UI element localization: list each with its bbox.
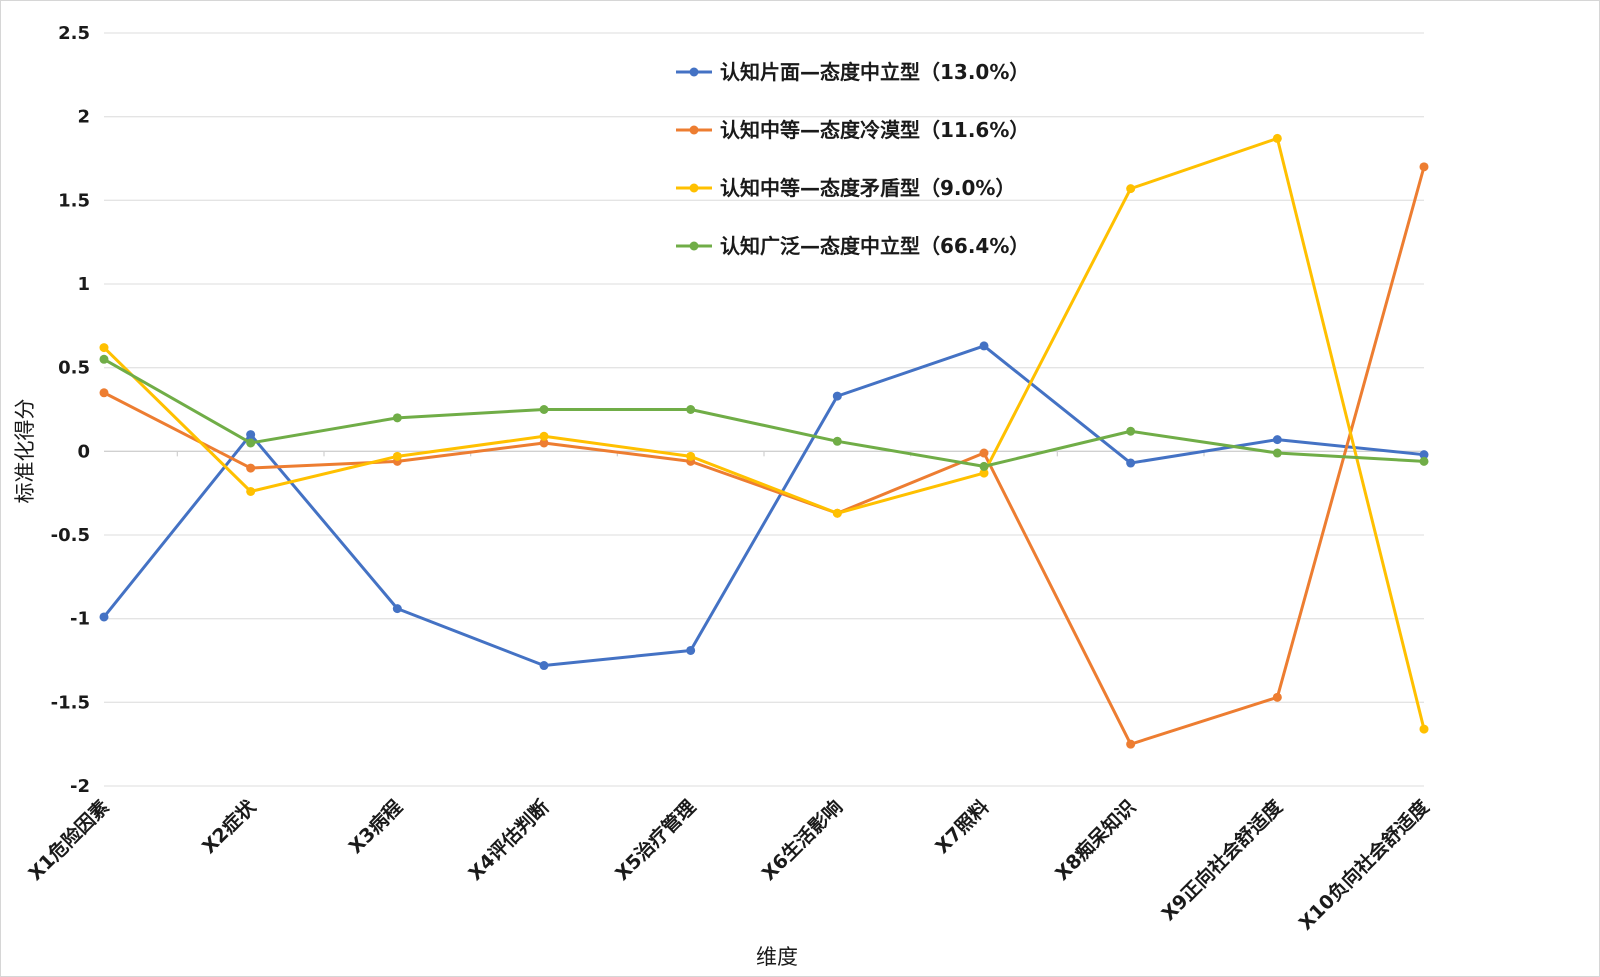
data-point	[686, 451, 696, 461]
legend-swatch-marker	[689, 125, 699, 135]
data-point	[686, 405, 696, 414]
data-point	[99, 388, 109, 398]
grid-lines	[104, 32, 1424, 787]
y-axis-ticks: 2.5 2 1.5 1 0.5 0 -0.5 -1 -1.5 -2	[51, 23, 90, 797]
data-point	[979, 448, 989, 458]
y-tick-label: 0	[77, 441, 90, 462]
data-point	[1272, 435, 1282, 445]
data-point	[1126, 426, 1136, 436]
y-tick-label: -1	[70, 609, 90, 630]
x-tick-label: X6生活影响	[757, 795, 847, 885]
y-tick-label: 1	[77, 274, 90, 295]
series-line	[102, 136, 1426, 731]
data-point	[392, 451, 402, 461]
x-axis-title: 维度	[756, 945, 798, 969]
series-4	[99, 354, 1429, 471]
y-tick-label: 1.5	[58, 190, 90, 211]
legend-label: 认知广泛—态度中立型（66.4%）	[720, 234, 1029, 258]
x-axis-ticks: X1危险因素 X2症状 X3病程 X4评估判断 X5治疗管理 X6生活影响 X7照料 X8痴呆…	[24, 795, 1434, 935]
data-point	[1126, 739, 1136, 749]
data-point	[246, 486, 256, 496]
legend-label: 认知中等—态度矛盾型（9.0%）	[720, 176, 1015, 200]
series-line	[102, 357, 1426, 468]
data-point	[1126, 458, 1136, 468]
legend-item: 认知片面—态度中立型（13.0%）	[676, 60, 1029, 84]
legend-item: 认知广泛—态度中立型（66.4%）	[676, 234, 1029, 258]
data-point	[686, 645, 696, 655]
data-point	[1272, 448, 1282, 458]
legend-swatch-marker	[689, 183, 699, 193]
series-3	[99, 133, 1429, 734]
data-point	[832, 436, 842, 446]
legend-item: 认知中等—态度冷漠型（11.6%）	[676, 118, 1029, 142]
series-line	[102, 165, 1426, 746]
data-point	[539, 438, 549, 448]
data-point	[246, 463, 256, 473]
y-tick-label: 2.5	[58, 23, 90, 44]
data-point	[539, 661, 549, 671]
data-point	[979, 468, 989, 478]
data-point	[246, 438, 256, 448]
data-point	[539, 431, 549, 441]
data-point	[539, 405, 549, 414]
y-tick-label: 2	[77, 107, 90, 128]
data-point	[1419, 456, 1429, 466]
x-tick-label: X4评估判断	[464, 795, 554, 885]
y-tick-label: -1.5	[51, 692, 90, 713]
x-tick-label: X9正向社会舒适度	[1157, 795, 1288, 926]
legend-swatch-marker	[689, 67, 699, 77]
y-tick-label: -2	[70, 776, 90, 797]
y-tick-label: -0.5	[51, 525, 90, 546]
data-point	[979, 341, 989, 351]
x-tick-label: X1危险因素	[24, 795, 114, 885]
data-point	[832, 391, 842, 401]
legend-label: 认知中等—态度冷漠型（11.6%）	[720, 118, 1029, 142]
y-axis-title: 标准化得分	[13, 399, 37, 504]
series-line	[102, 344, 1426, 668]
data-point	[99, 612, 109, 622]
x-tick-label: X5治疗管理	[610, 795, 700, 885]
data-point	[246, 430, 256, 440]
x-tick-label: X2症状	[197, 795, 261, 859]
x-tick-label: X8痴呆知识	[1050, 795, 1140, 885]
legend-item: 认知中等—态度矛盾型（9.0%）	[676, 176, 1015, 200]
legend-swatch-marker	[689, 241, 699, 251]
data-point	[1419, 450, 1429, 460]
data-point	[1272, 692, 1282, 702]
series-1	[99, 341, 1429, 671]
data-point	[99, 343, 109, 353]
data-point	[392, 413, 402, 423]
x-tick-label: X3病程	[344, 795, 407, 858]
data-point	[1419, 162, 1429, 172]
data-point	[832, 508, 842, 518]
data-point	[979, 461, 989, 471]
x-tick-label: X7照料	[931, 795, 994, 858]
y-tick-label: 0.5	[58, 358, 90, 379]
data-point	[1419, 724, 1429, 734]
data-point	[1126, 184, 1136, 194]
legend: 认知片面—态度中立型（13.0%） 认知中等—态度冷漠型（11.6%） 认知中等—态…	[676, 60, 1029, 258]
series-group	[99, 133, 1429, 749]
x-tick-label: X10负向社会舒适度	[1294, 795, 1434, 935]
data-point	[392, 604, 402, 614]
data-point	[1272, 133, 1282, 143]
legend-label: 认知片面—态度中立型（13.0%）	[720, 60, 1029, 84]
data-point	[99, 354, 109, 364]
